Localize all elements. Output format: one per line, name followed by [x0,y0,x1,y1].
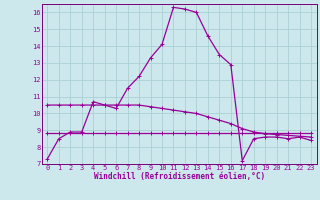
X-axis label: Windchill (Refroidissement éolien,°C): Windchill (Refroidissement éolien,°C) [94,172,265,181]
